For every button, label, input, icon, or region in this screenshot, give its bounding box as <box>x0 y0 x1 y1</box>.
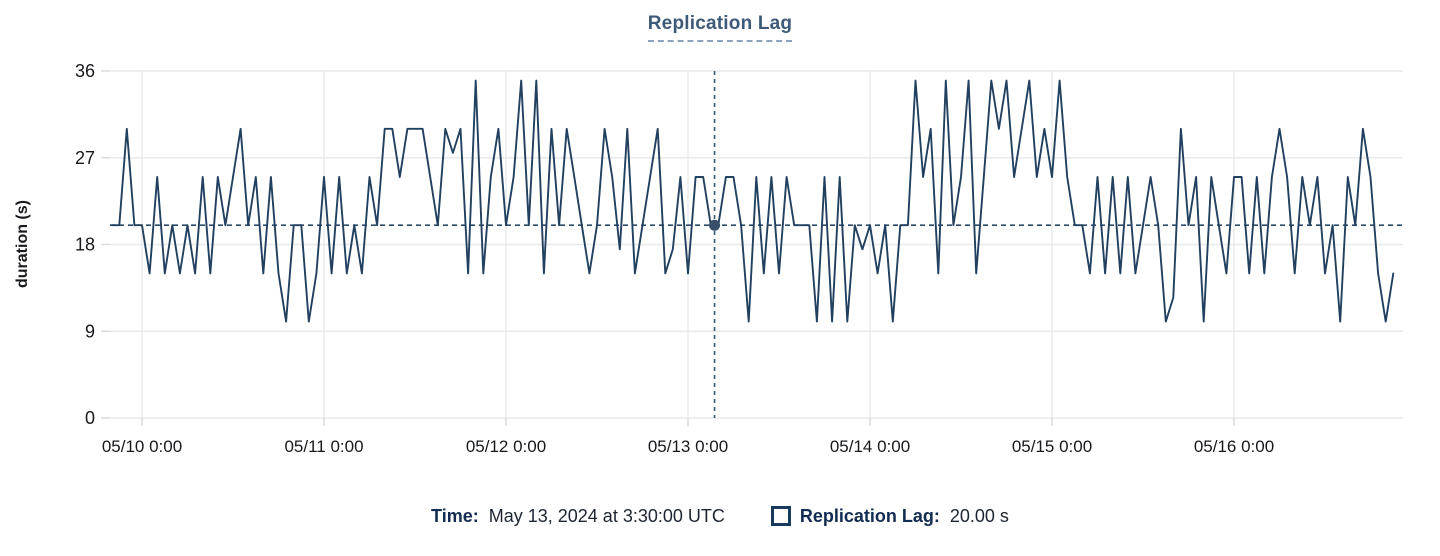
x-tick-label: 05/13 0:00 <box>648 437 728 456</box>
x-tick-label: 05/14 0:00 <box>830 437 910 456</box>
chart-title[interactable]: Replication Lag <box>647 13 793 42</box>
legend-item-replication-lag[interactable]: Replication Lag: 20.00 s <box>770 503 1009 529</box>
legend-swatch-icon <box>770 506 791 526</box>
y-tick-label: 36 <box>75 61 95 81</box>
y-axis-title: duration (s) <box>14 200 31 288</box>
x-tick-label: 05/15 0:00 <box>1012 437 1092 456</box>
time-label: Time: <box>431 506 479 526</box>
series-label: Replication Lag: <box>799 506 940 526</box>
chart-canvas[interactable]: 0 9 18 27 36 05/10 0:00 05/11 0:00 05/12 0:00 05… <box>75 61 1403 456</box>
chart-svg[interactable]: duration (s) 0 9 18 27 36 05/10 0:00 05/11 0:0… <box>0 0 1440 475</box>
x-tick-label: 05/11 0:00 <box>284 437 363 456</box>
y-tick-label: 18 <box>75 235 95 255</box>
y-tick-label: 0 <box>85 408 95 428</box>
lag-line <box>110 79 1395 323</box>
x-tick-label: 05/12 0:00 <box>466 437 546 456</box>
y-tick-label: 9 <box>85 321 95 341</box>
y-tick-label: 27 <box>75 148 95 168</box>
selected-point-marker <box>709 219 721 231</box>
series-value: 20.00 s <box>949 506 1009 526</box>
x-tick-label: 05/16 0:00 <box>1194 437 1274 456</box>
x-tick-label: 05/10 0:00 <box>102 437 182 456</box>
hover-legend: Time: May 13, 2024 at 3:30:00 UTC Replic… <box>0 503 1440 529</box>
chart-header: Replication Lag <box>0 13 1440 42</box>
time-value: May 13, 2024 at 3:30:00 UTC <box>488 506 725 526</box>
